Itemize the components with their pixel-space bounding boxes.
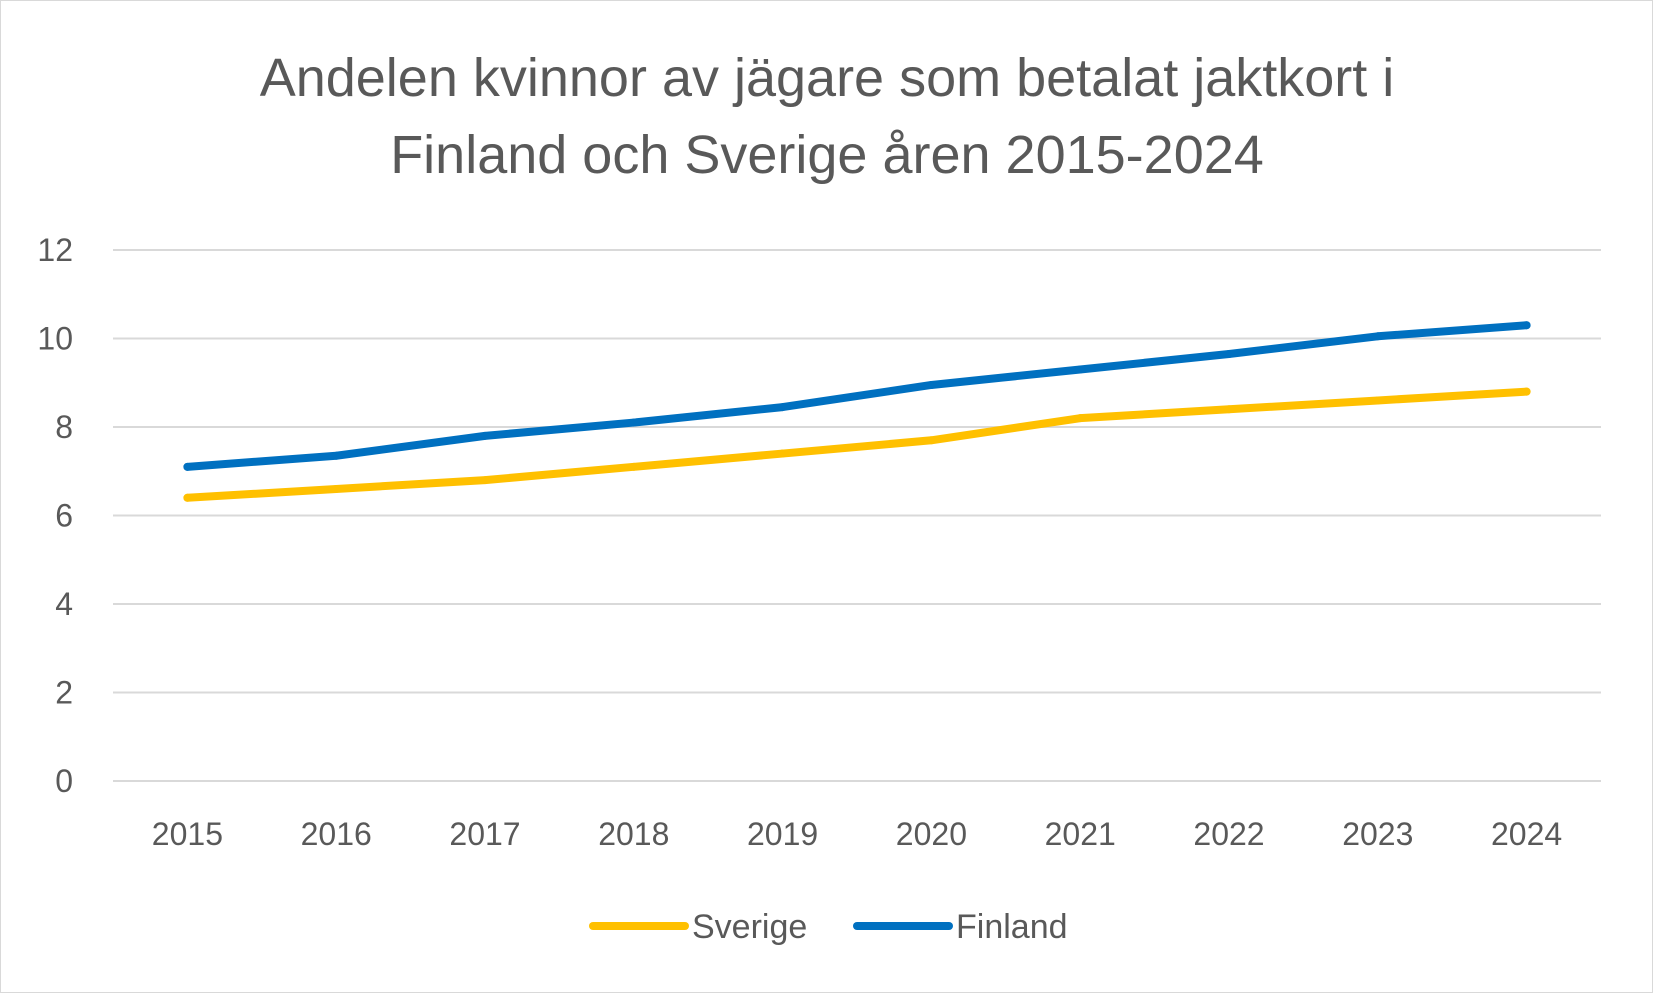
data-point-sverige — [1225, 405, 1233, 414]
data-point-finland — [481, 431, 489, 440]
y-tick-label: 4 — [55, 586, 73, 622]
y-axis-tick-labels: 0 2 4 6 8 10 12 — [37, 232, 73, 799]
data-point-finland — [1076, 365, 1085, 374]
legend: Sverige Finland — [589, 908, 1068, 946]
data-point-sverige — [629, 462, 638, 471]
series-line-sverige — [183, 387, 1531, 502]
y-tick-label: 12 — [37, 232, 73, 268]
data-point-sverige — [927, 436, 936, 445]
data-point-finland — [1373, 332, 1382, 341]
x-tick-label: 2016 — [301, 816, 372, 852]
data-point-finland — [183, 462, 192, 471]
series-line-finland — [183, 321, 1531, 471]
x-tick-label: 2021 — [1045, 816, 1116, 852]
x-tick-label: 2018 — [598, 816, 669, 852]
y-tick-label: 2 — [55, 675, 73, 711]
y-tick-label: 0 — [55, 763, 73, 799]
data-point-sverige — [1522, 387, 1531, 396]
x-tick-label: 2020 — [896, 816, 967, 852]
data-point-finland — [1522, 321, 1531, 330]
legend-item-finland: Finland — [853, 908, 1068, 946]
legend-label: Finland — [956, 908, 1068, 946]
chart-title-line-1: Andelen kvinnor av jägare som betalat ja… — [260, 48, 1395, 108]
x-tick-label: 2019 — [747, 816, 818, 852]
legend-label: Sverige — [692, 908, 807, 946]
data-point-sverige — [183, 493, 192, 502]
data-point-sverige — [481, 476, 489, 485]
y-tick-label: 6 — [55, 498, 73, 534]
x-tick-label: 2017 — [449, 816, 520, 852]
data-point-finland — [1225, 349, 1233, 358]
legend-item-sverige: Sverige — [589, 908, 807, 946]
data-point-finland — [629, 418, 638, 427]
x-tick-label: 2024 — [1491, 816, 1562, 852]
chart-title-line-2: Finland och Sverige åren 2015-2024 — [390, 125, 1264, 185]
y-tick-label: 10 — [37, 321, 73, 357]
data-point-finland — [927, 380, 936, 389]
y-tick-label: 8 — [55, 409, 73, 445]
data-point-finland — [332, 451, 341, 460]
x-tick-label: 2023 — [1342, 816, 1413, 852]
x-tick-label: 2015 — [152, 816, 223, 852]
x-axis-tick-labels: 2015 2016 2017 2018 2019 2020 2021 2022 2023 2024 — [152, 816, 1562, 852]
series-lines — [183, 321, 1531, 502]
data-point-finland — [778, 403, 787, 412]
data-point-sverige — [1076, 414, 1085, 423]
x-tick-label: 2022 — [1193, 816, 1264, 852]
data-point-sverige — [778, 449, 787, 458]
gridlines — [113, 249, 1601, 782]
data-point-sverige — [332, 484, 341, 493]
data-point-sverige — [1373, 396, 1382, 405]
